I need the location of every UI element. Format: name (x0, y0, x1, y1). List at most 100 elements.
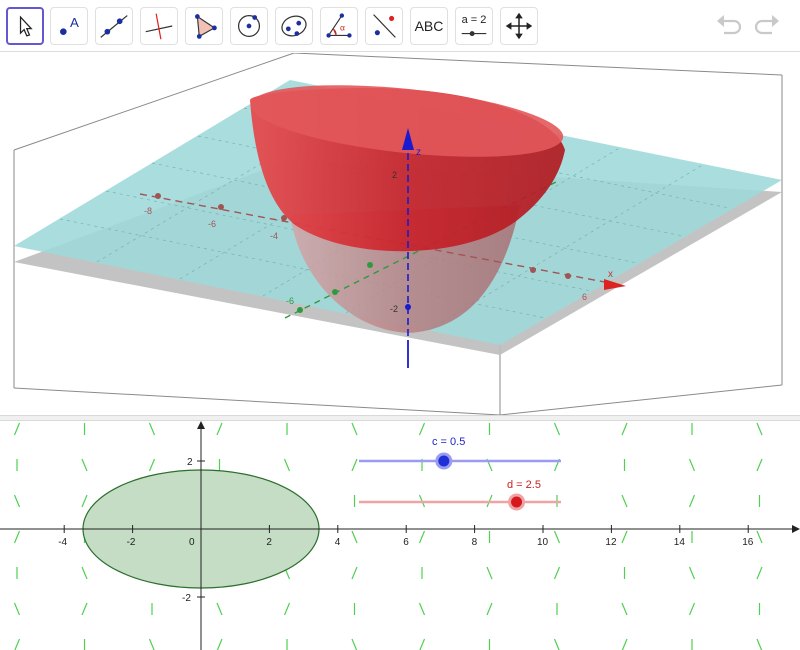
bounding-box (13, 53, 783, 415)
perpendicular-line-tool-button[interactable] (140, 7, 178, 45)
move-graphics-view-tool-button[interactable] (500, 7, 538, 45)
x-tick-label-1: -6 (208, 219, 216, 229)
z-axis: z 2 -2 (390, 128, 421, 368)
slope-segment-33 (283, 602, 291, 616)
slope-segment-54 (486, 602, 493, 616)
slope-segment-27 (216, 638, 223, 650)
slope-segment-11 (81, 566, 88, 580)
slope-segment-66 (621, 530, 628, 544)
perpendicular-line-icon (145, 13, 173, 40)
slope-segment-2 (13, 494, 21, 508)
point-icon: A (60, 15, 79, 35)
slope-segment-48 (419, 638, 426, 650)
ellipse-tool-button[interactable] (275, 7, 313, 45)
slope-segment-26 (216, 602, 223, 616)
slider-d-handle[interactable] (508, 493, 526, 511)
x-tick-label-2d-2: 0 (189, 537, 195, 548)
slope-segment-78 (756, 458, 763, 472)
x-tick-label-2d-1: -2 (127, 537, 136, 548)
y-ticks-2d: 2 -2 (182, 457, 205, 604)
paraboloid-rim (250, 85, 564, 157)
x-tick-label-2d-3: 2 (266, 537, 272, 548)
graphics-view-2d[interactable]: -4 -2 0 2 4 6 8 10 12 14 16 2 -2 c = 0.5 d = 2.5 (0, 421, 800, 650)
reflect-about-line-icon (373, 14, 396, 38)
slope-segment-60 (553, 566, 561, 580)
slope-segment-29 (283, 458, 291, 472)
z-axis-arrow-icon (402, 128, 414, 150)
slope-segment-9 (81, 494, 88, 508)
graphics-3d-canvas: x -8 -6 -4 6 -6 z 2 -2 (13, 53, 783, 415)
slope-segment-56 (553, 422, 561, 436)
slope-segment-77 (756, 422, 763, 436)
redo-icon (754, 15, 779, 35)
x-tick-label-2d-5: 6 (403, 537, 409, 548)
line-through-points-icon (100, 15, 128, 38)
slope-segment-5 (13, 602, 21, 616)
z-tick-label-0: 2 (392, 170, 397, 180)
slope-segment-8 (81, 458, 88, 472)
slider-icon (461, 31, 487, 37)
cursor-arrow-icon (19, 15, 33, 37)
x-tick-label-2d-0: -4 (58, 537, 67, 548)
graphics-2d-canvas: -4 -2 0 2 4 6 8 10 12 14 16 2 -2 c = 0.5 d = 2.5 (0, 421, 800, 650)
slope-segment-20 (148, 638, 155, 650)
slope-segment-39 (351, 566, 358, 580)
slope-segment-47 (418, 602, 426, 616)
slider-tool-label: a = 2 (461, 14, 487, 26)
slider-d[interactable]: d = 2.5 (359, 479, 561, 511)
point-tool-label: A (70, 15, 79, 30)
undo-button[interactable] (714, 12, 744, 40)
slope-segment-62 (553, 638, 560, 650)
circle-tool-button[interactable] (230, 7, 268, 45)
x-tick-label-2d-10: 16 (742, 537, 754, 548)
slope-segment-41 (351, 638, 358, 650)
slope-segment-69 (621, 638, 628, 650)
slope-segment-65 (621, 494, 628, 508)
angle-tool-button[interactable]: α (320, 7, 358, 45)
angle-icon: α (326, 13, 352, 38)
slope-segment-6 (14, 638, 21, 650)
z-axis-label: z (416, 147, 421, 158)
slope-segment-12 (81, 602, 88, 616)
slope-segment-35 (351, 422, 358, 436)
x-ticks-2d: -4 -2 0 2 4 6 8 10 12 14 16 (58, 525, 754, 548)
slope-segment-42 (418, 422, 426, 436)
x-tick-label-2: -4 (270, 231, 278, 241)
x-tick-label-2d-6: 8 (472, 537, 478, 548)
slider-c-handle[interactable] (435, 452, 453, 470)
text-tool-button[interactable]: ABC (410, 7, 448, 45)
ellipse-icon (281, 15, 307, 37)
graphics-view-3d[interactable]: x -8 -6 -4 6 -6 z 2 -2 (0, 53, 800, 415)
toolbar: A (0, 0, 800, 52)
slope-segment-71 (688, 458, 696, 472)
slider-c-label: c = 0.5 (432, 436, 465, 448)
y-tick-label-2d-1: -2 (182, 593, 191, 604)
x-tick-label-2d-9: 14 (674, 537, 686, 548)
move-tool-button[interactable] (6, 7, 44, 45)
slope-segment-81 (756, 566, 763, 580)
y-tick-label-2d-0: 2 (187, 457, 193, 468)
redo-button[interactable] (752, 12, 782, 40)
slope-segment-80 (756, 530, 763, 544)
slope-segment-14 (148, 422, 156, 436)
text-tool-label: ABC (414, 18, 444, 34)
view-divider[interactable] (0, 415, 800, 421)
line-tool-button[interactable] (95, 7, 133, 45)
reflect-tool-button[interactable] (365, 7, 403, 45)
slider-c[interactable]: c = 0.5 (359, 436, 561, 470)
x-axis-arrow-icon (604, 279, 626, 290)
circle-icon (237, 14, 261, 38)
y-axis-2d (197, 421, 205, 650)
slope-segment-53 (486, 566, 493, 580)
x-tick-label-2d-7: 10 (537, 537, 549, 548)
slope-segment-36 (351, 458, 358, 472)
x-axis: x -8 -6 -4 6 (139, 193, 626, 302)
x-tick-label-0: -8 (144, 206, 152, 216)
slope-segment-45 (418, 530, 426, 544)
point-tool-button[interactable]: A (50, 7, 88, 45)
undo-icon (717, 15, 742, 35)
slope-segment-0 (13, 422, 21, 436)
x-tick-label-2d-4: 4 (335, 537, 341, 548)
polygon-tool-button[interactable] (185, 7, 223, 45)
slider-tool-button[interactable]: a = 2 (455, 7, 493, 45)
